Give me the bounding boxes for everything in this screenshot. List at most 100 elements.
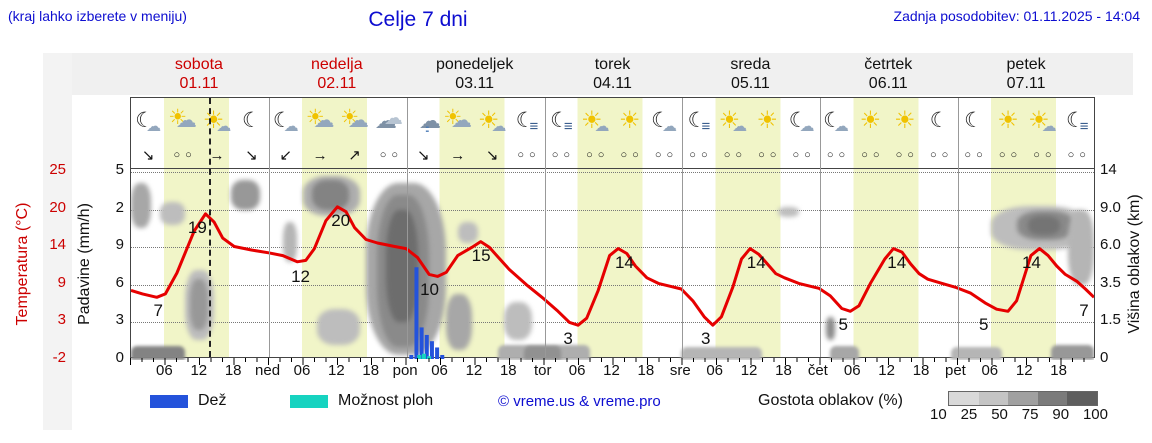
sun-icon: ☀ <box>859 107 882 134</box>
weather-icons-row: ☾ ☁ ☀ ☁ ☀ ☁ ☾ ☾ ☁ ☀ ☁ ☀ ☁ ☁ ☁ ☁ ∶∶∶ ☀ ☁ ☀ ☁ ☾ ≡ ☾ ≡ ☀ ☁ ☀ ☾ ☁ ☾ ≡ ☀ ☁ ☀ ☾ ☁ ☾… <box>131 98 1094 143</box>
cloud-sun-icon: ☀ ☁ <box>443 106 473 132</box>
rain-bar <box>424 334 429 359</box>
moon-cloud-icon: ☾ ☁ <box>788 109 815 135</box>
day-header-sreda: sreda 05.11 <box>681 55 819 95</box>
rain-bar <box>429 341 434 359</box>
km-tick: 9.0 <box>1100 198 1121 216</box>
moon-icon: ☾ <box>241 109 261 132</box>
rain-bar <box>419 327 424 359</box>
sun-cloud-icon: ☀ ☁ <box>477 107 507 135</box>
x-tick-label: 18 <box>499 362 517 379</box>
temp-value-label: 7 <box>1079 301 1089 321</box>
cloud-sun-icon: ☀ ☁ <box>168 106 197 132</box>
calm-wind-icon: ○○ <box>586 149 610 161</box>
day-header-torek: torek 04.11 <box>544 55 682 95</box>
wind-barb-icon: ↗ <box>348 147 361 164</box>
temp-value-label: 14 <box>614 252 634 272</box>
calm-wind-icon: ○○ <box>964 149 988 161</box>
calm-wind-icon: ○○ <box>1067 149 1091 161</box>
day-date: 04.11 <box>593 75 632 92</box>
rain-legend-swatch <box>150 395 188 408</box>
km-tick: 3.5 <box>1100 273 1121 291</box>
day-date: 02.11 <box>317 75 357 92</box>
calm-wind-icon: ○○ <box>895 149 919 161</box>
temp-value-label: 5 <box>838 315 848 335</box>
calm-wind-icon: ○○ <box>998 149 1023 161</box>
shower-bar <box>421 353 426 359</box>
day-separator-line <box>268 98 270 357</box>
x-tick-label: 18 <box>775 362 792 379</box>
calm-wind-icon: ○○ <box>930 149 954 161</box>
day-separator-line <box>544 98 546 357</box>
day-name: sobota <box>174 56 223 73</box>
temp-value-label: 3 <box>563 329 573 349</box>
copyright-link[interactable]: © vreme.us & vreme.pro <box>498 393 661 410</box>
x-tick-label: pet <box>944 362 966 379</box>
precipitation-axis-label: Padavine (mm/h) <box>76 203 93 325</box>
sun-icon: ☀ <box>756 107 778 134</box>
x-tick-label: 06 <box>568 362 586 379</box>
km-tick: 1.5 <box>1100 311 1121 329</box>
cloud-density-blob <box>457 222 478 244</box>
cloud-density-colorbar <box>948 391 1098 406</box>
precip-tick: 0 <box>115 348 124 366</box>
temp-value-label: 3 <box>700 329 711 349</box>
temp-value-label: 20 <box>331 210 351 230</box>
day-name: petek <box>1006 56 1046 73</box>
cloud-density-blob <box>159 202 186 225</box>
cloud-density-blob <box>1068 209 1094 285</box>
wind-barbs-row: ↘ ○○ → ↘ ↙ → ↗ ○○ ↘ → ↘ ○○ ○○ ○○ ○○ ○○ ○○ ○○ ○○ ○○ ○○ ○○ ○○ ○○ ○… <box>131 143 1094 167</box>
cloud-density-blob <box>231 179 260 210</box>
rain-bar <box>409 354 414 359</box>
location-hint: (kraj lahko izberete v meniju) <box>8 8 187 24</box>
precip-tick: 9 <box>115 236 124 254</box>
showers-legend-label: Možnost ploh <box>338 392 434 409</box>
cloud-density-blob <box>950 347 1003 360</box>
calm-wind-icon: ○○ <box>517 149 541 161</box>
chart-plot-area: 7 19 12 20 10 15 3 14 3 14 5 14 5 14 7 <box>131 168 1094 360</box>
precipitation-axis-ticks: 5 2 9 6 3 0 <box>100 161 124 367</box>
cloud-density-blob <box>131 346 186 360</box>
temp-tick: 20 <box>49 198 66 216</box>
day-name: ponedeljek <box>435 56 514 73</box>
precip-tick: 3 <box>115 311 124 329</box>
temp-value-label: 19 <box>187 217 207 237</box>
day-name: sreda <box>730 56 771 73</box>
x-tick-label: 12 <box>878 362 895 379</box>
density-colorbar-segment <box>1067 392 1097 405</box>
x-axis-tick-strip <box>130 358 1095 365</box>
moon-cloud-icon: ☾ ☁ <box>651 109 677 135</box>
cloud-density-blob <box>131 183 152 229</box>
km-tick: 0 <box>1100 348 1109 366</box>
calm-wind-icon: ○○ <box>723 149 747 161</box>
wind-barb-icon: ↘ <box>141 147 155 164</box>
x-tick-label: 18 <box>912 362 930 379</box>
calm-wind-icon: ○○ <box>792 149 816 161</box>
rain-bar <box>414 267 419 359</box>
sun-cloud-icon: ☀ ☁ <box>1028 107 1057 135</box>
gridline <box>131 284 1094 286</box>
temp-value-label: 14 <box>1021 252 1041 272</box>
temp-value-label: 7 <box>153 301 163 321</box>
moon-cloud-icon: ☾ ☁ <box>272 109 299 135</box>
calm-wind-icon: ○○ <box>758 149 782 161</box>
shower-bar <box>417 354 422 359</box>
cloud-sun-icon: ☀ ☁ <box>305 106 335 132</box>
calm-wind-icon: ○○ <box>861 149 885 161</box>
wind-barb-icon: → <box>450 146 466 164</box>
km-tick: 6.0 <box>1100 236 1121 254</box>
moon-fog-icon: ☾ ≡ <box>1065 109 1089 135</box>
rain-bar <box>440 354 445 359</box>
current-time-line <box>208 98 211 357</box>
page-title: Celje 7 dni <box>368 8 468 31</box>
density-colorbar-segment <box>949 392 979 405</box>
day-separator-line <box>682 98 684 357</box>
wind-barb-icon: ↘ <box>485 147 499 164</box>
showers-legend-swatch <box>290 395 328 408</box>
moon-fog-icon: ☾ ≡ <box>515 109 539 135</box>
temp-tick: -2 <box>52 348 66 366</box>
day-date: 05.11 <box>730 75 770 92</box>
x-tick-label: 06 <box>706 362 724 379</box>
moon-fog-icon: ☾ ≡ <box>550 109 573 135</box>
temperature-curve <box>131 205 1094 327</box>
